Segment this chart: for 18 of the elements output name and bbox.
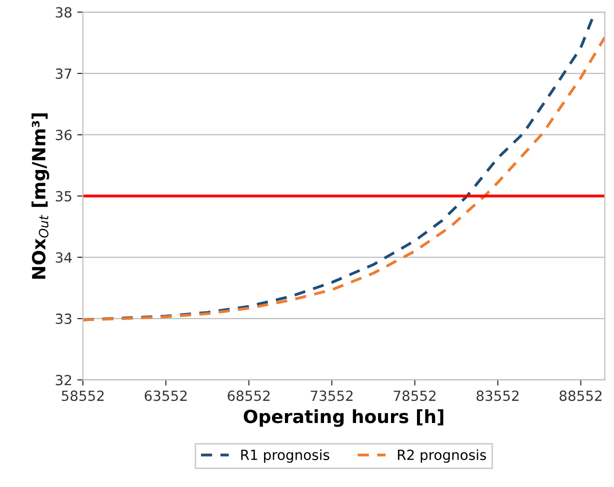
y-tick-label: 37 [56,68,72,79]
x-axis-title: Operating hours [h] [244,409,444,427]
y-tick-label: 35 [56,190,72,202]
x-tick-label: 88552 [560,390,602,402]
y-tick-label: 32 [56,374,72,386]
x-tick-label: 58552 [62,390,104,402]
x-tick-label: 63552 [144,390,187,402]
legend-label: R1 prognosis [241,449,330,463]
legend-label: R2 prognosis [398,449,486,463]
x-tick-label: 73552 [310,390,353,402]
x-tick-label: 83552 [476,390,518,402]
y-tick-label: 34 [56,252,72,263]
y-tick-label: 36 [56,130,72,140]
y-axis-title: NOx$_{Out}$ [mg/Nm³] [32,113,50,279]
x-tick-label: 68552 [228,390,270,402]
y-tick-label: 33 [56,314,72,324]
y-tick-label: 38 [56,7,72,18]
x-tick-label: 78552 [394,390,436,402]
